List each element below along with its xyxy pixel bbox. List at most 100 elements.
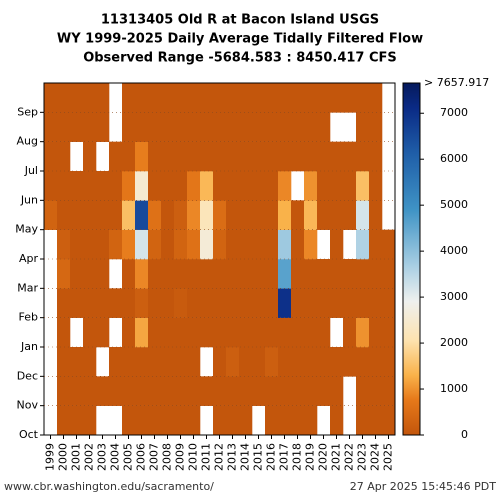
cell bbox=[200, 376, 214, 406]
cell bbox=[213, 229, 227, 260]
cell bbox=[226, 317, 240, 348]
x-tick-label: 2000 bbox=[57, 443, 70, 471]
cell bbox=[200, 317, 214, 348]
cell bbox=[148, 288, 162, 318]
cell bbox=[174, 200, 188, 230]
cell bbox=[83, 112, 97, 142]
cell bbox=[252, 288, 266, 318]
cell bbox=[148, 83, 162, 113]
cell bbox=[330, 200, 344, 230]
cell bbox=[226, 288, 240, 318]
cell bbox=[96, 83, 110, 113]
cell bbox=[161, 171, 175, 201]
cell bbox=[83, 259, 97, 289]
cell bbox=[161, 229, 175, 260]
cell bbox=[343, 347, 357, 377]
cell bbox=[278, 288, 292, 318]
cell bbox=[252, 259, 266, 289]
cell bbox=[252, 376, 266, 406]
colorbar-max-label: > 7657.917 bbox=[424, 76, 489, 89]
cell bbox=[122, 200, 136, 230]
y-tick-label: Jul bbox=[24, 164, 38, 177]
cell bbox=[317, 288, 331, 318]
cell bbox=[291, 405, 305, 436]
cell bbox=[70, 376, 84, 406]
cell bbox=[226, 229, 240, 260]
x-tick-label: 2010 bbox=[187, 443, 200, 471]
cell bbox=[122, 112, 136, 142]
cell bbox=[70, 259, 84, 289]
cell bbox=[200, 171, 214, 201]
y-tick-label: Oct bbox=[19, 428, 39, 441]
cell bbox=[239, 141, 253, 172]
cell bbox=[330, 259, 344, 289]
cell bbox=[369, 347, 383, 377]
cell bbox=[252, 347, 266, 377]
cell bbox=[265, 317, 279, 348]
cell bbox=[278, 405, 292, 436]
cell bbox=[226, 259, 240, 289]
cell bbox=[265, 200, 279, 230]
cell bbox=[304, 141, 318, 172]
cell bbox=[317, 141, 331, 172]
cell bbox=[148, 112, 162, 142]
cell bbox=[213, 317, 227, 348]
cell bbox=[57, 376, 71, 406]
cell bbox=[57, 288, 71, 318]
cell bbox=[343, 83, 357, 113]
cell bbox=[109, 347, 123, 377]
x-tick-label: 2006 bbox=[135, 443, 148, 471]
colorbar-tick-label: 5000 bbox=[440, 198, 468, 211]
cell bbox=[122, 229, 136, 260]
cell bbox=[161, 405, 175, 436]
cell bbox=[174, 229, 188, 260]
x-tick-label: 2014 bbox=[239, 443, 252, 471]
cell bbox=[239, 376, 253, 406]
cell bbox=[187, 317, 201, 348]
cell bbox=[96, 317, 110, 348]
x-tick-label: 2017 bbox=[278, 443, 291, 471]
cell bbox=[148, 347, 162, 377]
x-tick-label: 2005 bbox=[122, 443, 135, 471]
title-line: Observed Range -5684.583 : 8450.417 CFS bbox=[83, 51, 397, 66]
cell bbox=[44, 171, 58, 201]
cell bbox=[356, 288, 370, 318]
cell bbox=[304, 200, 318, 230]
cell bbox=[187, 229, 201, 260]
cell bbox=[213, 347, 227, 377]
cell bbox=[213, 200, 227, 230]
cell bbox=[70, 229, 84, 260]
cell bbox=[265, 288, 279, 318]
y-tick-label: Sep bbox=[17, 105, 38, 118]
cell bbox=[356, 376, 370, 406]
x-tick-label: 1999 bbox=[44, 443, 57, 471]
cell bbox=[122, 171, 136, 201]
cell bbox=[187, 405, 201, 436]
cell bbox=[356, 405, 370, 436]
cell bbox=[330, 229, 344, 260]
cell bbox=[200, 288, 214, 318]
cell bbox=[291, 200, 305, 230]
cell bbox=[109, 141, 123, 172]
x-tick-label: 2016 bbox=[265, 443, 278, 471]
cell bbox=[187, 83, 201, 113]
cell bbox=[161, 112, 175, 142]
cell bbox=[135, 112, 149, 142]
cell bbox=[382, 288, 396, 318]
cell bbox=[109, 229, 123, 260]
cell bbox=[317, 376, 331, 406]
cell bbox=[291, 229, 305, 260]
cell bbox=[343, 288, 357, 318]
cell bbox=[161, 141, 175, 172]
colorbar-tick-label: 1000 bbox=[440, 382, 468, 395]
cell bbox=[291, 317, 305, 348]
colorbar bbox=[402, 82, 421, 436]
cell bbox=[369, 317, 383, 348]
y-tick-label: Jun bbox=[20, 193, 38, 206]
cell bbox=[382, 229, 396, 260]
cell bbox=[174, 83, 188, 113]
cell bbox=[330, 405, 344, 436]
cell bbox=[161, 200, 175, 230]
cell bbox=[239, 317, 253, 348]
cell bbox=[265, 347, 279, 377]
